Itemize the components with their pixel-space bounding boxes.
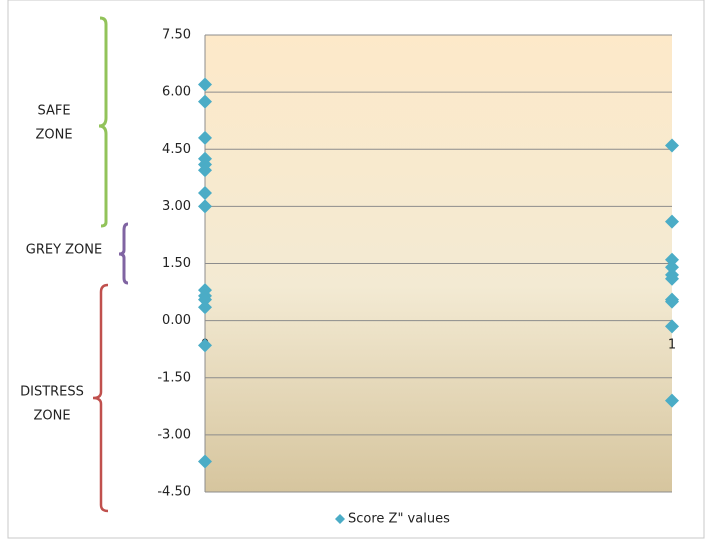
data-point <box>665 260 679 275</box>
data-point <box>198 163 212 178</box>
y-tick-label: 4.50 <box>162 142 191 157</box>
y-tick-label: 1.50 <box>162 256 191 271</box>
data-point <box>198 186 212 201</box>
data-point <box>665 138 679 153</box>
y-tick-label: 6.00 <box>162 85 191 100</box>
y-tick-label: -1.50 <box>157 370 191 385</box>
x-tick-label: 1 <box>668 338 676 353</box>
data-point <box>198 300 212 315</box>
legend-label: Score Z" values <box>348 512 450 527</box>
data-point <box>665 271 679 286</box>
data-point <box>198 94 212 109</box>
y-tick-label: -4.50 <box>157 485 191 500</box>
y-tick-label: 7.50 <box>162 28 191 43</box>
data-point <box>665 393 679 408</box>
data-point <box>665 294 679 309</box>
data-point <box>665 252 679 267</box>
zone-label: ZONE <box>35 128 72 143</box>
data-point <box>198 130 212 145</box>
zone-label: ZONE <box>33 409 70 424</box>
zone-label: GREY ZONE <box>26 243 102 258</box>
frame <box>7 0 705 539</box>
zone-label: SAFE <box>37 104 70 119</box>
y-tick-label: -3.00 <box>157 427 191 442</box>
data-point <box>198 77 212 92</box>
safe-zone-brace <box>98 16 108 228</box>
data-point <box>665 214 679 229</box>
legend-marker <box>335 514 345 524</box>
data-point <box>198 338 212 353</box>
grey-zone-brace <box>118 222 129 285</box>
data-point <box>198 199 212 214</box>
y-tick-label: 0.00 <box>162 313 191 328</box>
zone-label: DISTRESS <box>20 385 84 400</box>
distress-zone-brace <box>92 283 109 513</box>
y-tick-label: 3.00 <box>162 199 191 214</box>
data-point <box>198 454 212 469</box>
data-point <box>665 319 679 334</box>
data-point <box>198 292 212 307</box>
